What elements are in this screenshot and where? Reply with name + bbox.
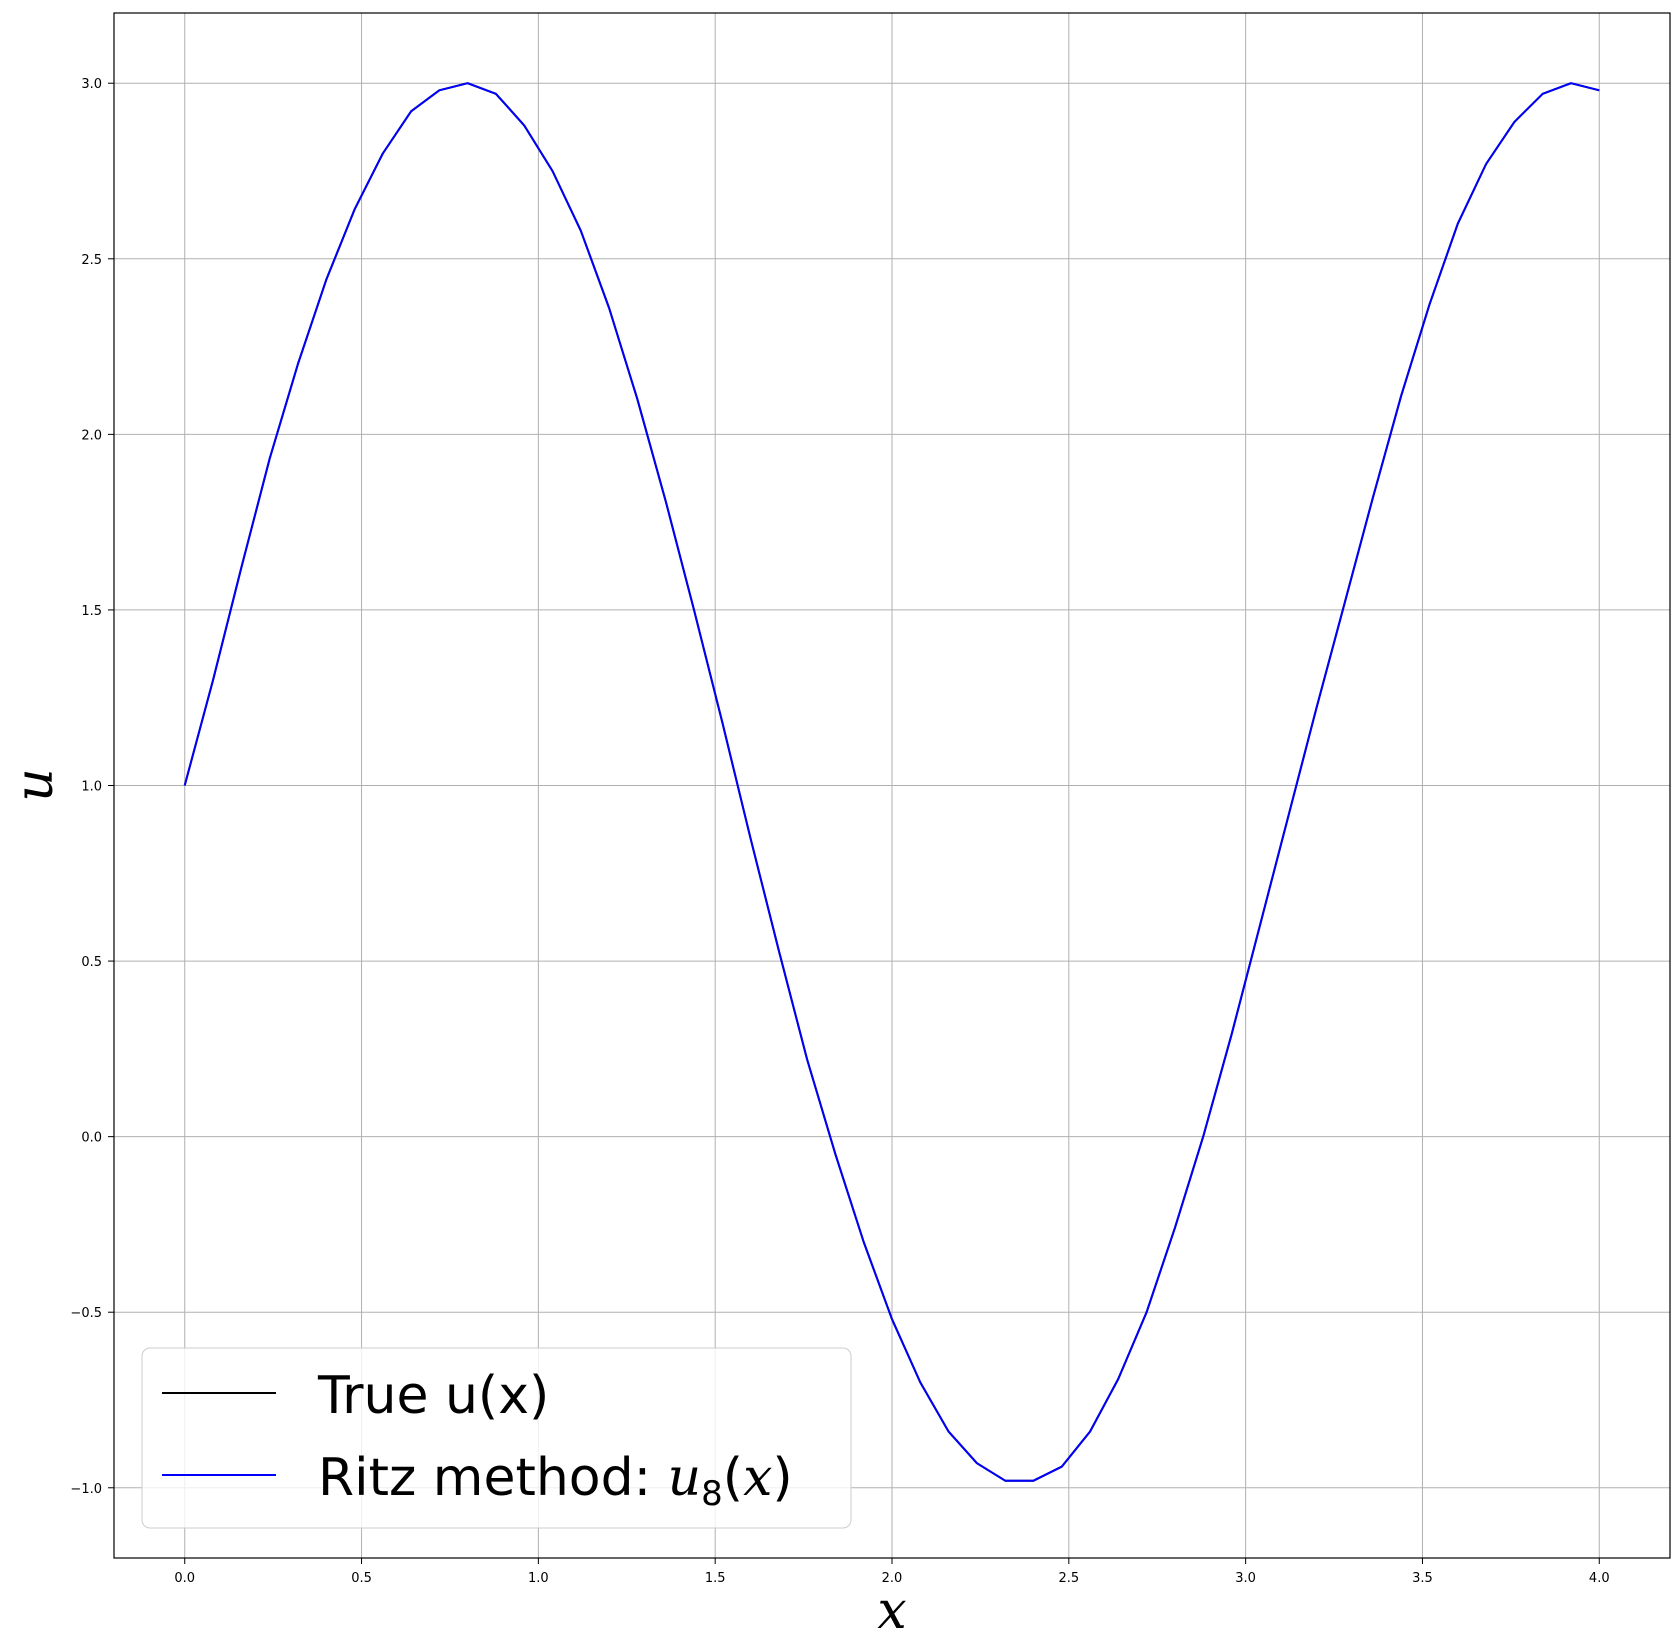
legend-box <box>141 1347 852 1529</box>
legend-ritz-close: ) <box>772 1448 792 1508</box>
y-tick-label: −0.5 <box>70 1306 102 1321</box>
y-tick-label: 2.5 <box>81 253 102 268</box>
legend-label-true: True u(x) <box>317 1366 549 1426</box>
legend: True u(x) Ritz method: u8(x) <box>141 1347 852 1529</box>
legend-label-ritz: Ritz method: u8(x) <box>318 1448 793 1514</box>
series-line-ritz <box>183 82 1600 1482</box>
x-tick-label: 1.0 <box>528 1571 549 1586</box>
x-tick-label: 4.0 <box>1589 1571 1610 1586</box>
y-tick-label: −1.0 <box>70 1482 102 1497</box>
y-gridlines <box>114 82 1670 1489</box>
x-tick-label: 0.0 <box>174 1571 195 1586</box>
legend-ritz-open: ( <box>723 1448 743 1508</box>
x-tick-label: 0.5 <box>351 1571 372 1586</box>
legend-ritz-prefix: Ritz method: <box>318 1448 668 1508</box>
x-tick-label: 1.5 <box>705 1571 726 1586</box>
y-tick-label: 2.0 <box>81 428 102 443</box>
legend-ritz-x: x <box>743 1448 772 1508</box>
y-tick-label: 1.0 <box>81 780 102 795</box>
x-tick-label: 3.5 <box>1412 1571 1433 1586</box>
x-axis-label: x <box>877 1581 906 1641</box>
y-tick-label: 1.5 <box>81 604 102 619</box>
y-tick-label: 0.5 <box>81 955 102 970</box>
x-tick-label: 2.5 <box>1058 1571 1079 1586</box>
x-axis-ticks: 0.0 0.5 1.0 1.5 2.0 2.5 3.0 3.5 4.0 <box>174 1558 1610 1586</box>
y-axis-ticks: −1.0 −0.5 0.0 0.5 1.0 1.5 2.0 2.5 3.0 <box>70 77 114 1497</box>
y-axis-label: u <box>5 768 65 802</box>
x-tick-label: 3.0 <box>1235 1571 1256 1586</box>
series-layer <box>183 82 1600 1482</box>
y-tick-label: 3.0 <box>81 77 102 92</box>
legend-ritz-u: u <box>668 1448 702 1508</box>
legend-ritz-sub: 8 <box>701 1474 723 1514</box>
y-tick-label: 0.0 <box>81 1131 102 1146</box>
x-tick-label: 2.0 <box>882 1571 903 1586</box>
